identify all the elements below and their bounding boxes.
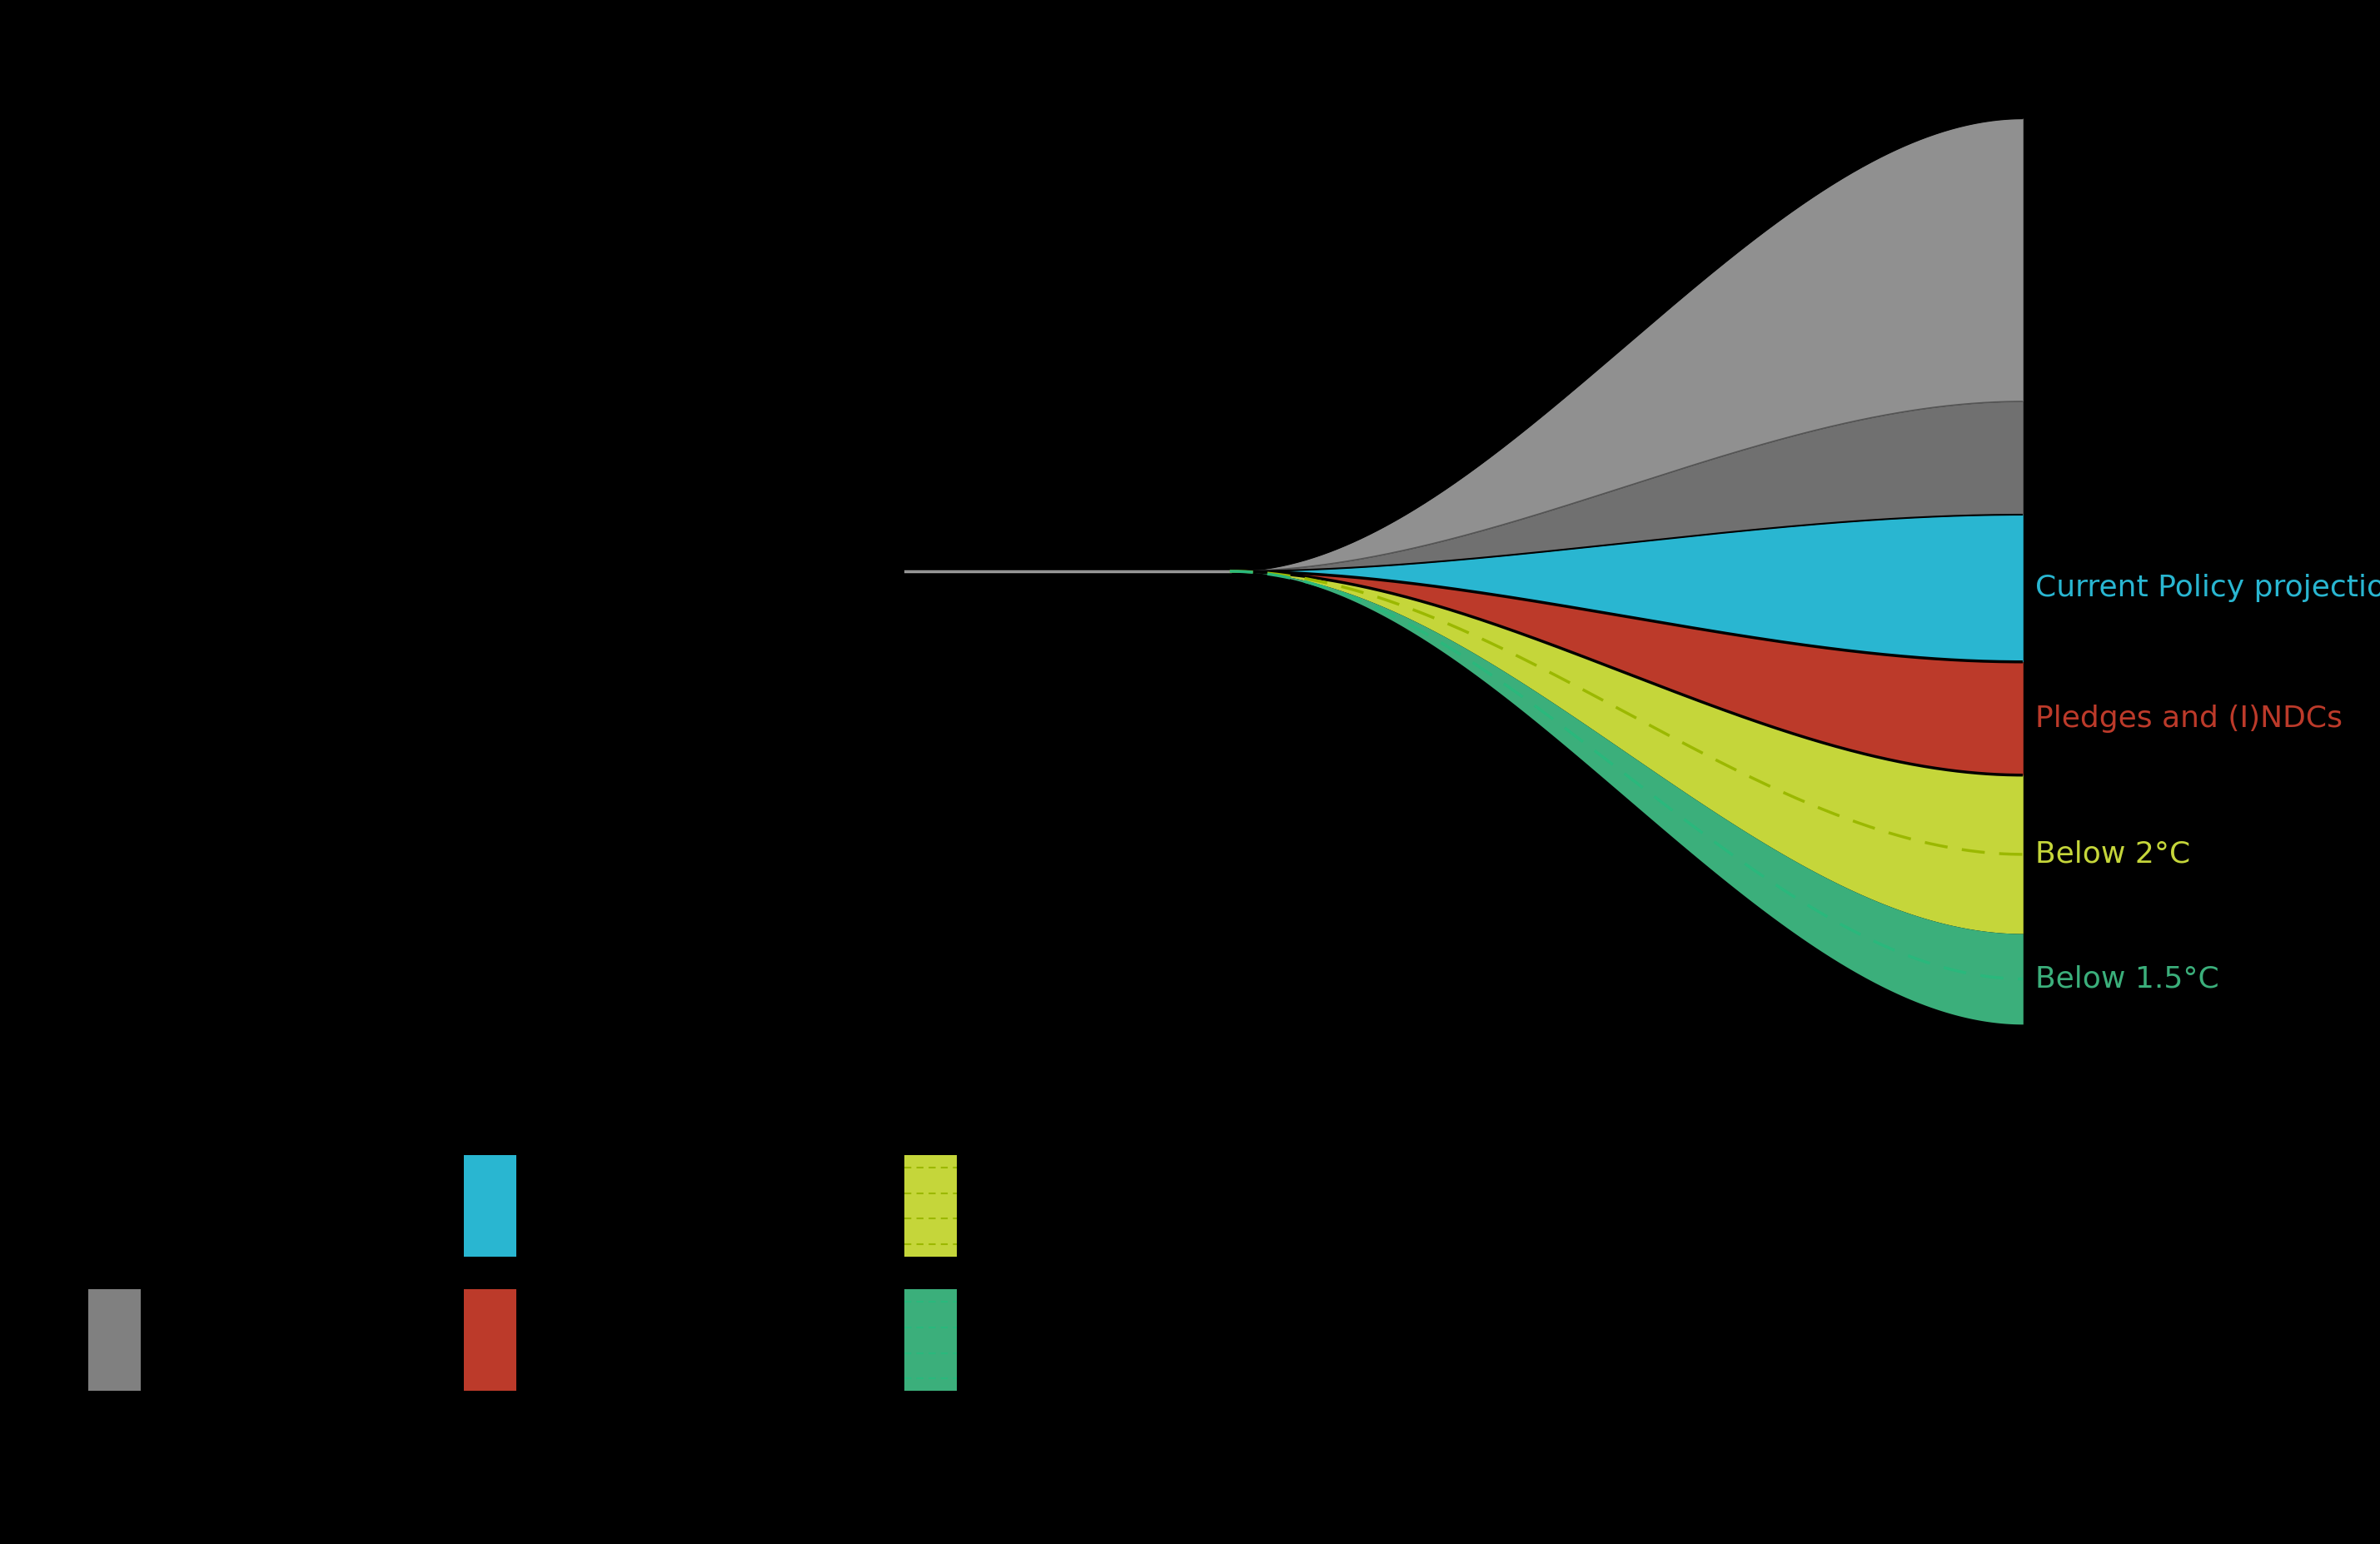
Text: Pledges and (I)NDCs: Pledges and (I)NDCs — [2035, 704, 2342, 733]
Bar — [464, 1155, 516, 1257]
Bar — [88, 1289, 140, 1391]
Bar — [904, 1289, 957, 1391]
Text: Current Policy projections: Current Policy projections — [2035, 574, 2380, 602]
Text: Below 1.5°C: Below 1.5°C — [2035, 965, 2218, 993]
Bar — [464, 1289, 516, 1391]
Text: Below 2°C: Below 2°C — [2035, 840, 2190, 869]
Bar — [904, 1155, 957, 1257]
